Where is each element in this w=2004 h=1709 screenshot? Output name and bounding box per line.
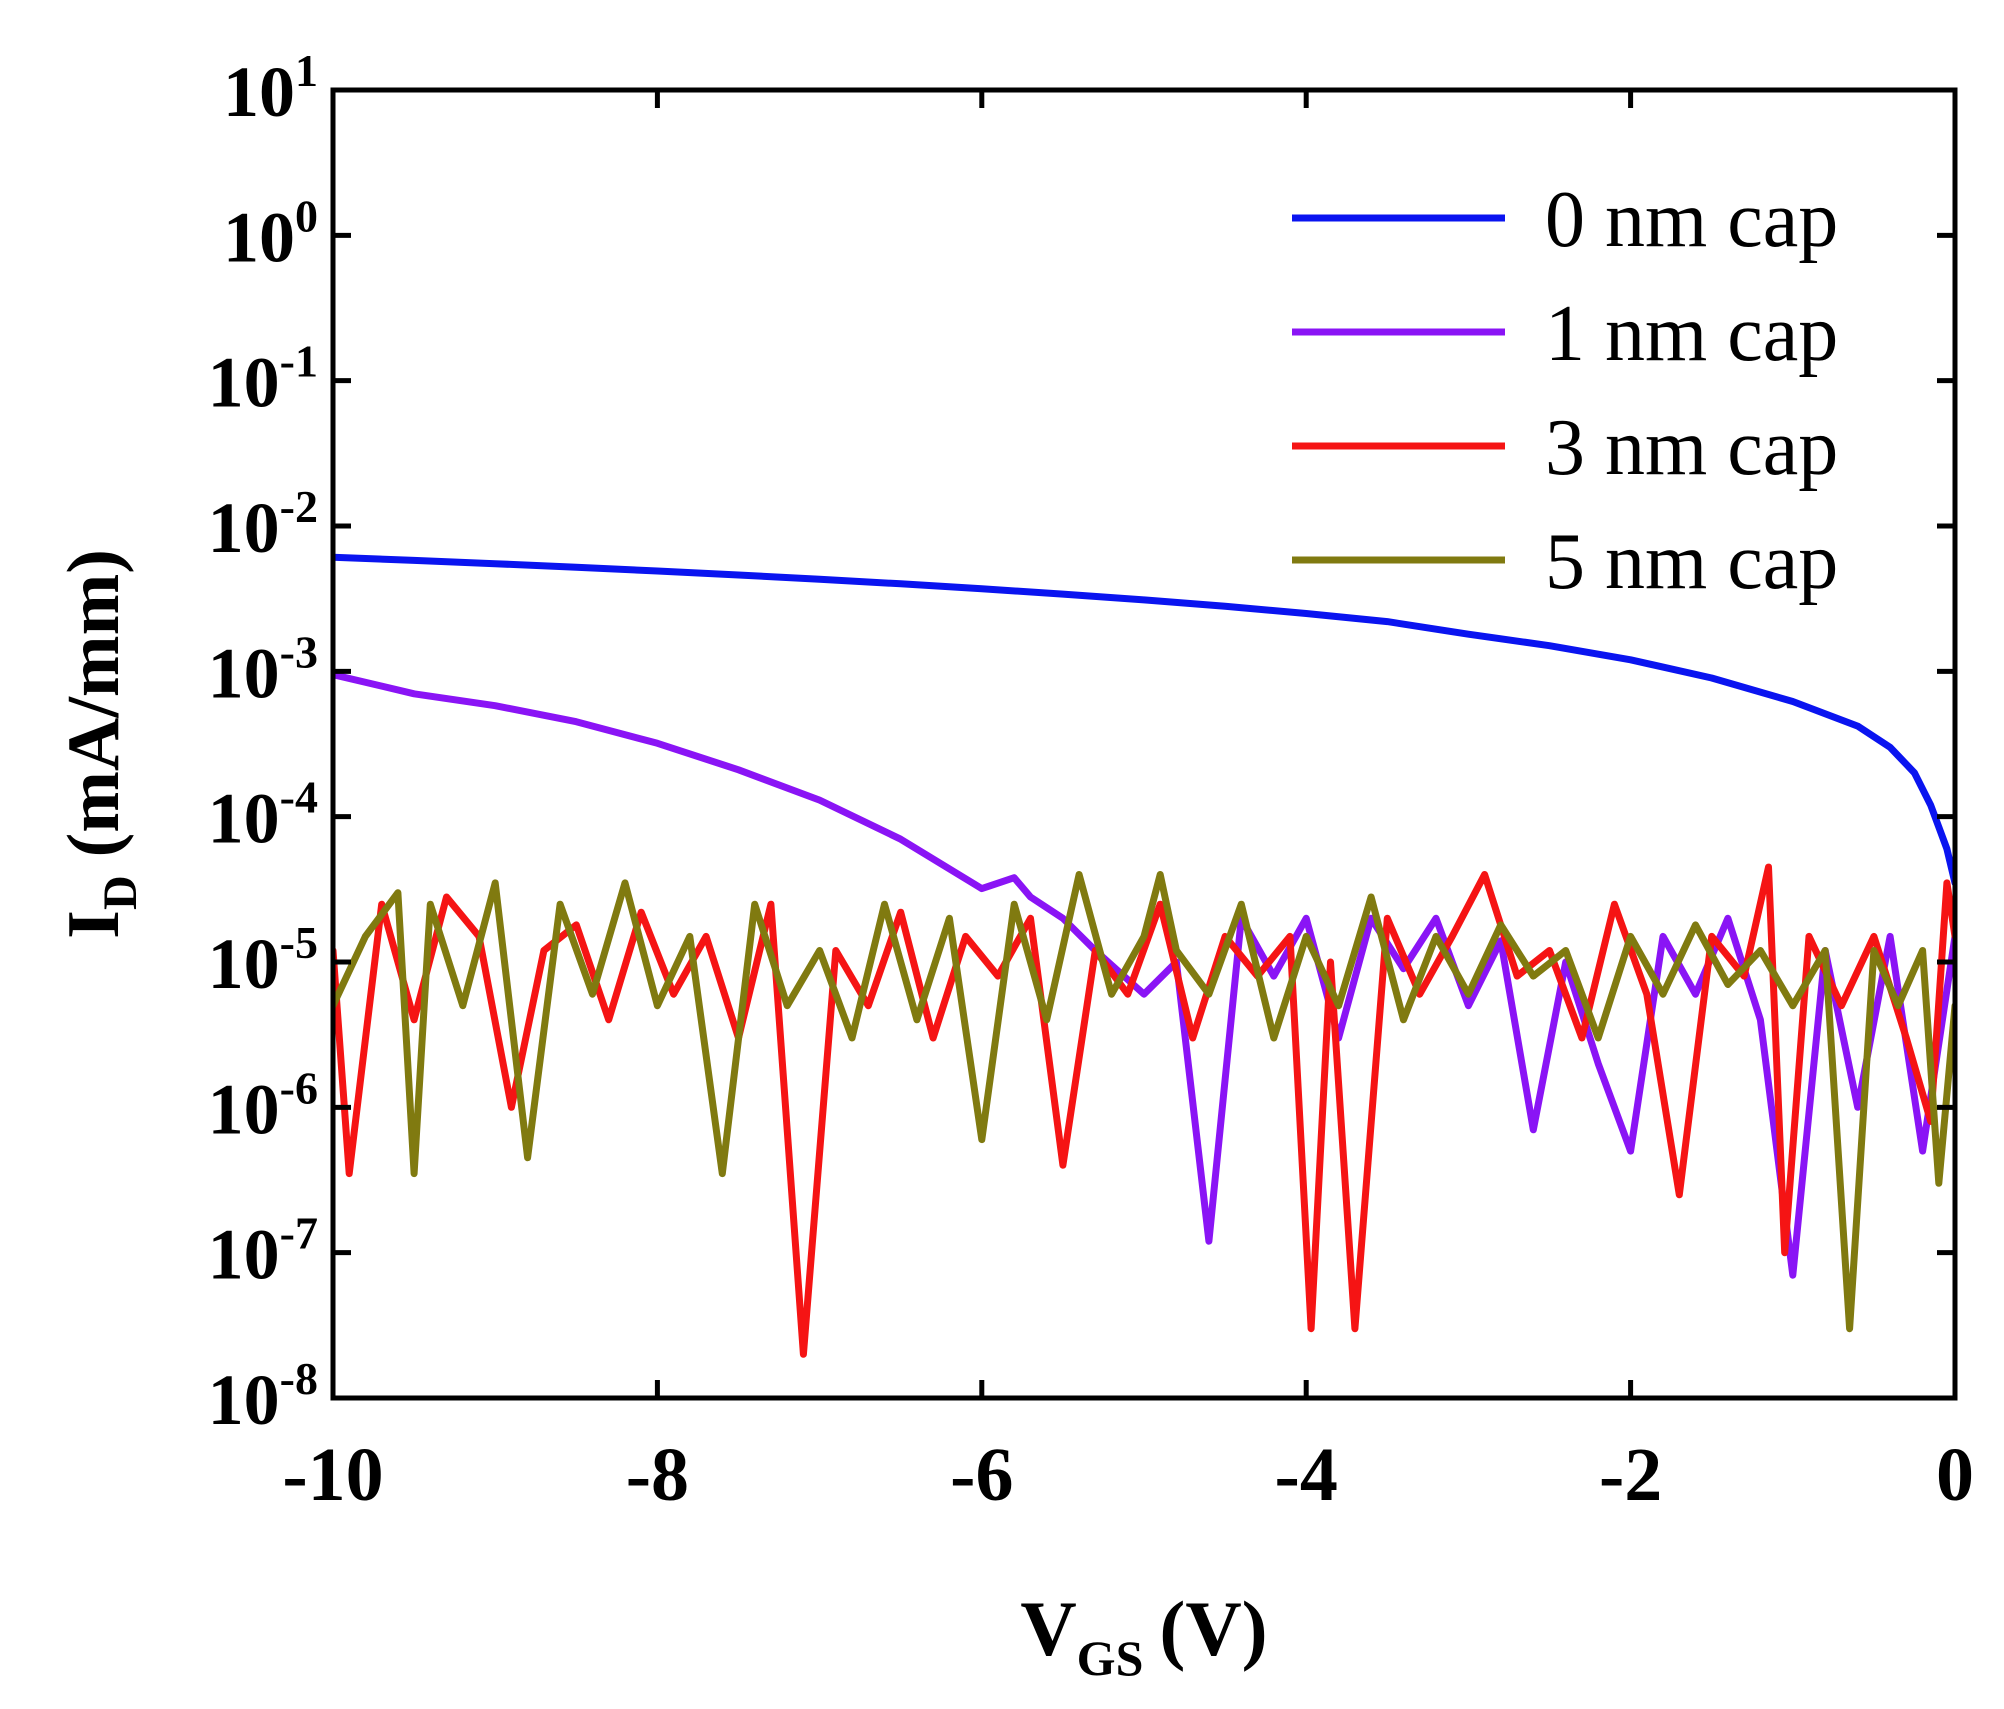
series-line-0 bbox=[333, 553, 1955, 887]
x-tick-label: -4 bbox=[1275, 1433, 1338, 1517]
tick-layer: -10 -8 -6 -4 -2 0 101 100 10-1 10-2 10-3 10-4 10-5 10… bbox=[208, 45, 1974, 1517]
y-tick-label: 10-3 bbox=[208, 626, 318, 713]
legend-label-2: 3 nm cap bbox=[1545, 404, 1838, 492]
legend: 0 nm cap 1 nm cap 3 nm cap 5 nm cap bbox=[1292, 176, 1838, 606]
series-layer bbox=[333, 553, 1955, 1358]
legend-label-3: 5 nm cap bbox=[1545, 518, 1838, 606]
y-axis-title-sub: D bbox=[94, 875, 147, 910]
x-axis-title-unit: (V) bbox=[1159, 1585, 1267, 1672]
y-tick-label: 101 bbox=[223, 45, 318, 132]
y-tick-label: 10-1 bbox=[208, 336, 318, 423]
x-tick-label: 0 bbox=[1936, 1433, 1974, 1517]
x-tick-label: -2 bbox=[1599, 1433, 1662, 1517]
x-axis-title-main: V bbox=[1020, 1585, 1076, 1672]
y-tick-label: 10-5 bbox=[208, 917, 318, 1004]
legend-label-1: 1 nm cap bbox=[1545, 290, 1838, 378]
series-line-2 bbox=[333, 863, 1955, 1358]
y-tick-label: 10-7 bbox=[208, 1208, 318, 1295]
y-tick-label: 100 bbox=[223, 190, 318, 277]
plot-frame bbox=[330, 87, 1958, 1401]
series-line-1 bbox=[333, 671, 1955, 1279]
x-axis-title: VGS (V) bbox=[1020, 1585, 1267, 1686]
x-tick-label: -6 bbox=[950, 1433, 1013, 1517]
y-axis-title: ID (mA/mm) bbox=[53, 549, 147, 939]
y-axis-title-main: I bbox=[53, 910, 135, 939]
y-tick-label: 10-6 bbox=[208, 1062, 318, 1149]
x-axis-title-sub: GS bbox=[1077, 1630, 1144, 1686]
y-tick-label: 10-2 bbox=[208, 481, 318, 568]
x-tick-label: -8 bbox=[626, 1433, 689, 1517]
y-tick-label: 10-4 bbox=[208, 772, 318, 859]
legend-label-0: 0 nm cap bbox=[1545, 176, 1838, 264]
y-tick-label: 10-8 bbox=[208, 1353, 318, 1440]
series-line-3 bbox=[333, 871, 1955, 1333]
x-tick-label: -10 bbox=[282, 1433, 383, 1517]
y-axis-title-unit: (mA/mm) bbox=[53, 549, 135, 857]
